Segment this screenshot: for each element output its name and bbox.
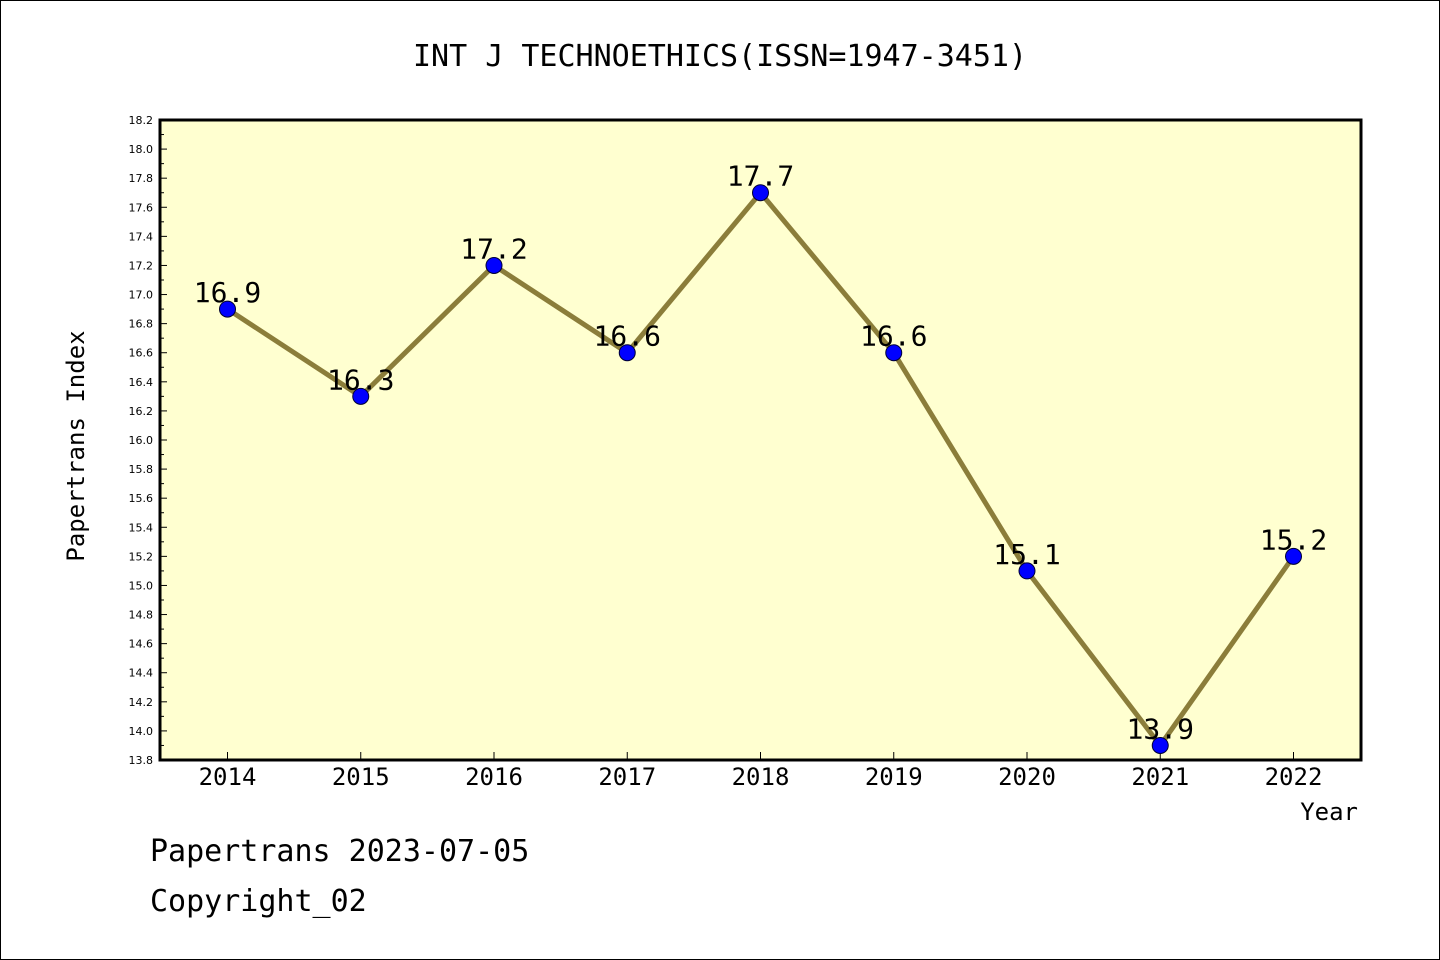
y-tick-label: 16.0 <box>129 434 154 447</box>
y-tick-label: 14.0 <box>129 725 154 738</box>
y-tick-label: 17.0 <box>129 289 154 302</box>
data-label: 15.1 <box>993 538 1060 571</box>
y-tick-label: 16.2 <box>129 405 154 418</box>
y-tick-label: 14.2 <box>129 696 154 709</box>
y-tick-label: 17.2 <box>129 259 154 272</box>
y-tick-label: 17.6 <box>129 201 154 214</box>
y-tick-label: 15.8 <box>129 463 154 476</box>
y-tick-label: 16.4 <box>129 376 154 389</box>
data-label: 15.2 <box>1260 523 1327 556</box>
x-tick-label: 2015 <box>332 763 390 791</box>
data-label: 16.6 <box>594 320 661 353</box>
plot-border <box>158 118 1363 762</box>
y-tick-label: 18.2 <box>129 114 154 127</box>
y-tick-label: 15.0 <box>129 579 154 592</box>
data-label: 17.2 <box>460 232 527 265</box>
data-label: 16.3 <box>327 363 394 396</box>
data-point <box>885 344 903 362</box>
data-point <box>1151 736 1169 754</box>
y-tick-label: 16.8 <box>129 318 154 331</box>
data-label: 13.9 <box>1127 712 1194 745</box>
data-point <box>485 256 503 274</box>
data-label: 17.7 <box>727 160 794 193</box>
x-tick-label: 2021 <box>1131 763 1189 791</box>
x-tick-label: 2022 <box>1265 763 1323 791</box>
y-tick-label: 18.0 <box>129 143 154 156</box>
x-axis: 2014 2015 2016 2017 2018 2019 2020 2021 2022 <box>199 752 1323 791</box>
x-axis-label: Year <box>1300 798 1358 826</box>
x-tick-label: 2014 <box>199 763 257 791</box>
y-tick-label: 14.6 <box>129 638 154 651</box>
x-tick-label: 2018 <box>732 763 790 791</box>
x-tick-label: 2016 <box>465 763 523 791</box>
data-point <box>219 300 236 318</box>
data-point <box>752 184 769 202</box>
series-group: 16.9 16.3 17.2 16.6 17.7 16.6 15.1 13.9 15.2 <box>194 160 1327 754</box>
y-tick-label: 14.4 <box>129 667 154 680</box>
x-tick-label: 2017 <box>598 763 656 791</box>
data-label: 16.6 <box>860 320 927 353</box>
y-tick-label: 17.4 <box>129 230 154 243</box>
footer-date: Papertrans 2023-07-05 <box>150 834 530 869</box>
y-axis-label: Papertrans Index <box>62 330 90 561</box>
y-tick-label: 16.6 <box>129 347 154 360</box>
y-tick-label: 15.6 <box>129 492 154 505</box>
x-tick-label: 2019 <box>865 763 923 791</box>
y-tick-label: 15.2 <box>129 550 154 563</box>
y-tick-label: 13.8 <box>129 754 154 767</box>
data-label: 16.9 <box>194 276 261 309</box>
x-tick-label: 2020 <box>998 763 1056 791</box>
y-tick-label: 15.4 <box>129 521 154 534</box>
data-point <box>618 344 636 362</box>
data-point <box>352 387 370 405</box>
y-tick-label: 17.8 <box>129 172 154 185</box>
y-axis: 13.8 14.0 14.2 14.4 14.6 14.8 15.0 15.2 15.4 15.6… <box>129 114 167 767</box>
data-point <box>1285 547 1302 565</box>
data-point <box>1018 562 1036 580</box>
plot-area <box>160 120 1361 760</box>
y-tick-label: 14.8 <box>129 609 154 622</box>
footer-copyright: Copyright_02 <box>150 884 367 919</box>
chart-title: INT J TECHNOETHICS(ISSN=1947-3451) <box>413 39 1027 74</box>
